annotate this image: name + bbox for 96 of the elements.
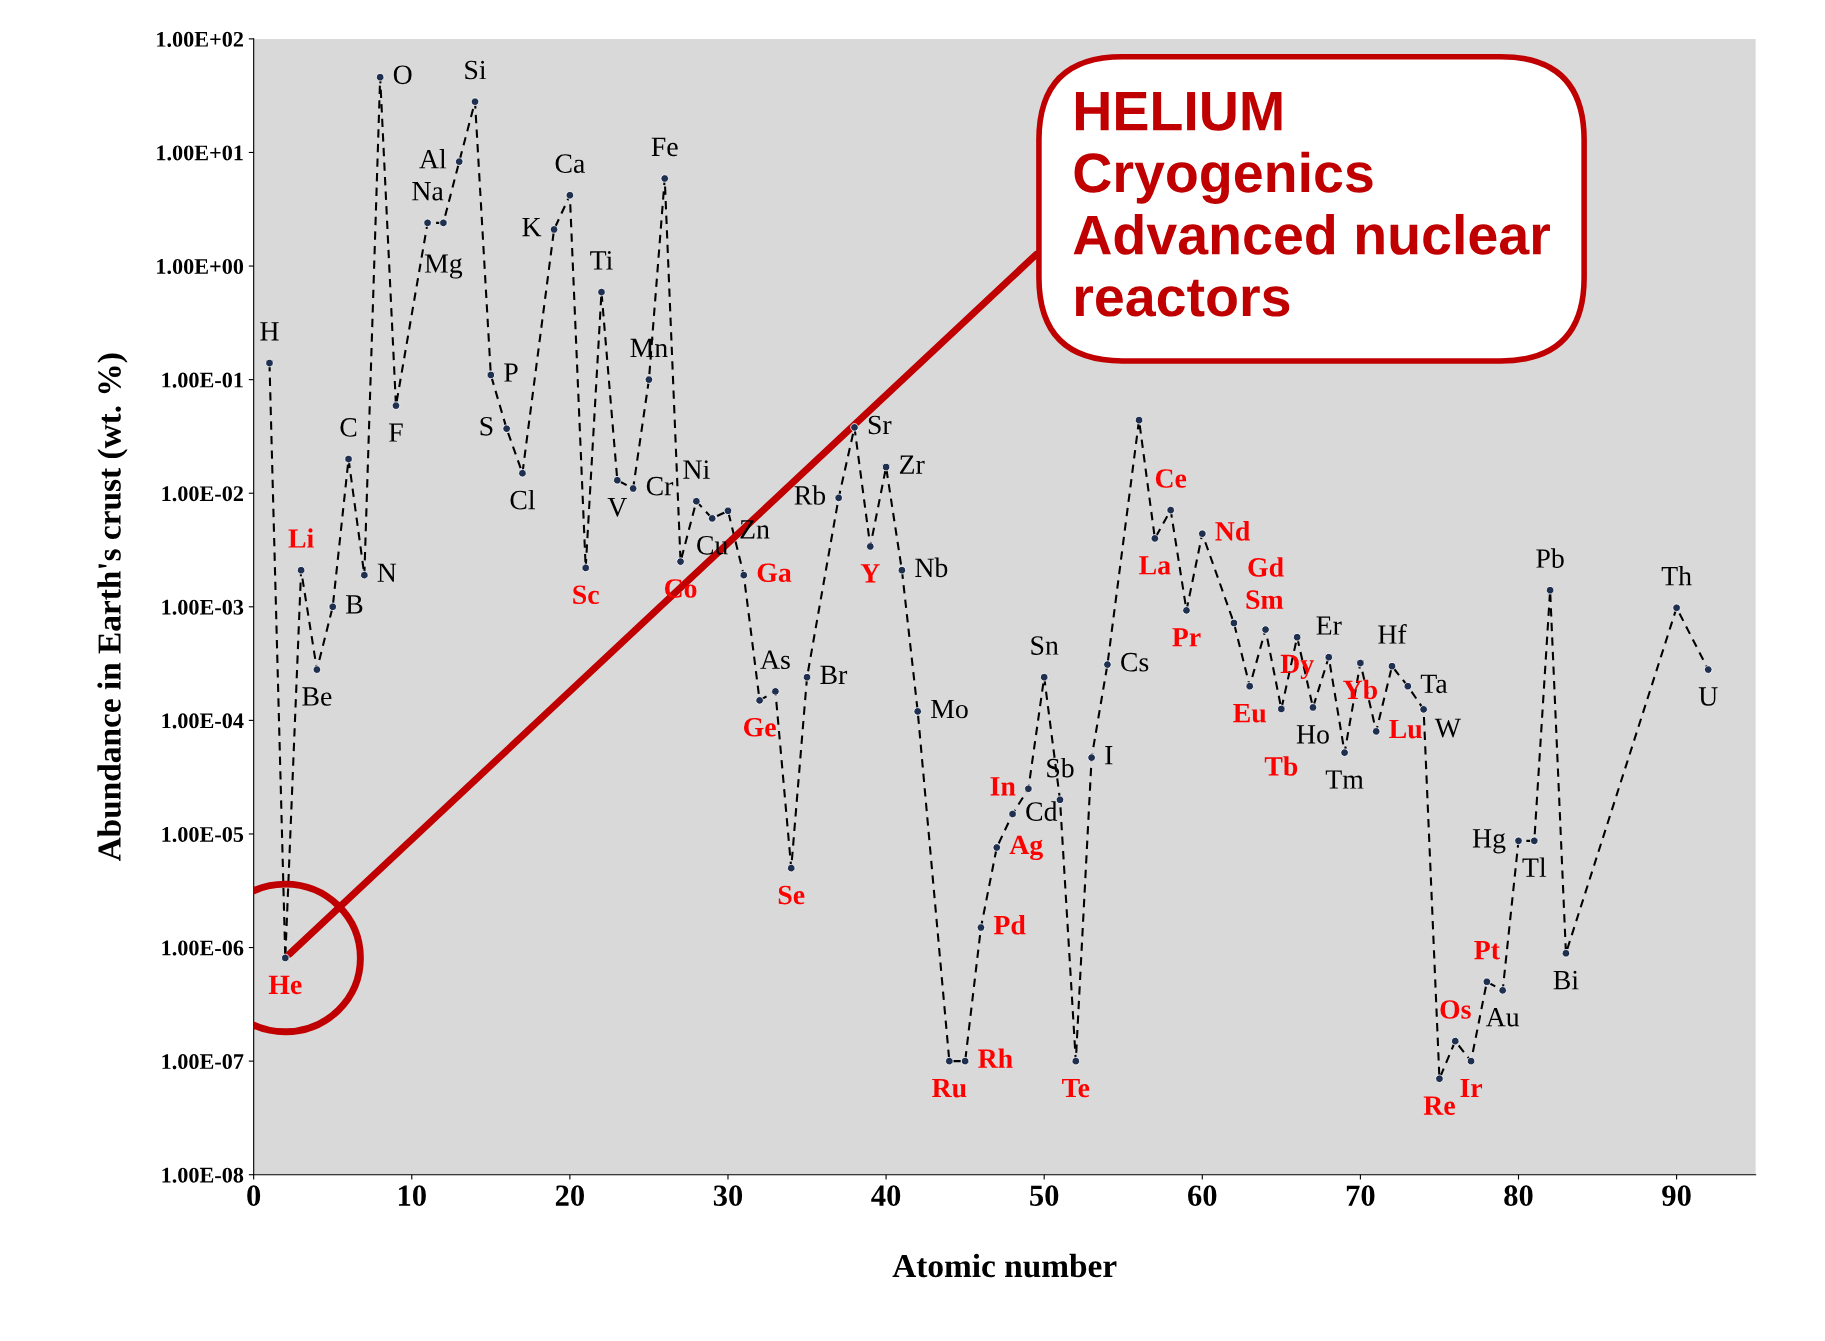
data-label: Eu	[1233, 703, 1266, 723]
data-label: Pt	[1474, 940, 1500, 960]
y-tick-label: 1.00E+01	[157, 145, 243, 161]
data-label: Nd	[1215, 521, 1250, 541]
data-label: In	[990, 777, 1016, 796]
data-label: Ru	[932, 1078, 967, 1098]
data-label: Ta	[1420, 674, 1448, 694]
x-tick-label: 90	[1662, 1185, 1691, 1206]
data-label: Pr	[1172, 628, 1201, 647]
x-tick-label: 40	[871, 1185, 901, 1206]
data-label: H	[260, 322, 279, 341]
x-tick-label: 10	[398, 1185, 426, 1206]
y-tick-label: 1.00E+00	[157, 258, 244, 275]
y-tick-label: 1.00E-02	[162, 486, 243, 502]
data-label: Os	[1440, 1000, 1471, 1019]
data-label: Lu	[1389, 719, 1422, 739]
data-label: W	[1434, 718, 1461, 738]
data-label: Mg	[424, 254, 463, 279]
data-label: Al	[419, 149, 447, 169]
data-label: Cr	[646, 476, 674, 496]
data-label: Fe	[651, 137, 678, 157]
data-label: P	[504, 363, 518, 382]
data-label: Nb	[915, 557, 948, 578]
data-label: I	[1105, 746, 1113, 765]
annotation: HELIUM Cryogenics Advanced nuclear reactors	[1073, 92, 1550, 317]
data-label: Hg	[1472, 829, 1506, 854]
data-label: Li	[288, 528, 314, 548]
data-label: Er	[1316, 616, 1342, 635]
data-label: Sn	[1031, 636, 1059, 655]
data-label: Re	[1423, 1096, 1455, 1115]
data-label: Si	[465, 60, 487, 80]
data-label: Ir	[1460, 1078, 1483, 1098]
data-label: As	[760, 650, 790, 670]
data-label: Rh	[978, 1048, 1013, 1068]
data-label: Bi	[1553, 970, 1579, 990]
data-label: Te	[1062, 1078, 1090, 1098]
data-label: Zr	[899, 455, 925, 474]
y-tick-label: 1.00E-01	[162, 372, 243, 388]
y-axis-title: Abundance in Earth's crust (wt. %)	[97, 353, 128, 862]
x-tick-label: 20	[555, 1185, 584, 1206]
y-tick-label: 1.00E+02	[157, 31, 243, 47]
data-label: N	[377, 563, 397, 582]
data-label: Ag	[1009, 835, 1043, 861]
x-axis-title: Atomic number	[892, 1253, 1117, 1278]
data-label: Cl	[510, 489, 536, 510]
y-tick-label: 1.00E-08	[162, 1167, 244, 1183]
data-label: Mn	[630, 338, 668, 358]
data-label: Tm	[1325, 770, 1364, 789]
x-tick-label: 80	[1504, 1185, 1533, 1206]
x-tick-label: 0	[247, 1185, 261, 1206]
y-tick-label: 1.00E-07	[162, 1054, 244, 1070]
x-tick-label: 60	[1188, 1185, 1217, 1206]
data-label: Cs	[1121, 652, 1149, 672]
x-tick-label: 30	[713, 1185, 743, 1206]
data-label: Y	[860, 564, 880, 583]
data-label: Ti	[590, 251, 613, 270]
data-label: Tl	[1522, 857, 1547, 877]
data-label: Ga	[757, 563, 792, 583]
y-tick-label: 1.00E-04	[162, 713, 244, 729]
data-label: Pb	[1536, 548, 1564, 568]
data-label: K	[522, 217, 542, 237]
data-label: Th	[1661, 565, 1692, 586]
data-label: Be	[302, 687, 332, 706]
data-label: Hf	[1378, 624, 1407, 644]
data-label: Na	[412, 182, 444, 201]
data-label: V	[607, 498, 628, 517]
data-label: Ge	[743, 717, 776, 737]
data-label: Ce	[1155, 469, 1187, 488]
x-tick-label: 70	[1346, 1185, 1375, 1206]
data-label: Cd	[1026, 801, 1058, 821]
data-label: Br	[820, 665, 848, 684]
data-label: O	[393, 65, 412, 85]
data-label: Sm	[1246, 590, 1284, 610]
y-tick-label: 1.00E-05	[162, 826, 244, 842]
data-label: Tb	[1264, 756, 1298, 776]
y-tick-label: 1.00E-03	[162, 599, 244, 615]
data-label: S	[480, 416, 493, 436]
data-label: Sc	[573, 585, 599, 605]
data-label: C	[340, 418, 357, 437]
data-label: Se	[778, 885, 805, 905]
data-label: La	[1139, 556, 1171, 575]
data-label: Ca	[555, 154, 585, 173]
y-tick-label: 1.00E-06	[162, 940, 244, 956]
data-label: U	[1698, 687, 1718, 706]
x-tick-label: 50	[1030, 1185, 1059, 1206]
data-label: Rb	[794, 485, 826, 505]
data-label: Sr	[868, 415, 892, 435]
data-label: B	[346, 595, 363, 614]
data-label: Ho	[1296, 725, 1329, 744]
data-label: F	[389, 423, 403, 442]
data-label: Gd	[1248, 557, 1284, 577]
data-label: Mo	[931, 699, 968, 719]
data-label: Sb	[1047, 757, 1074, 778]
data-label: Pd	[993, 914, 1026, 935]
data-label: Ni	[683, 460, 710, 479]
data-label: Au	[1485, 1007, 1520, 1027]
